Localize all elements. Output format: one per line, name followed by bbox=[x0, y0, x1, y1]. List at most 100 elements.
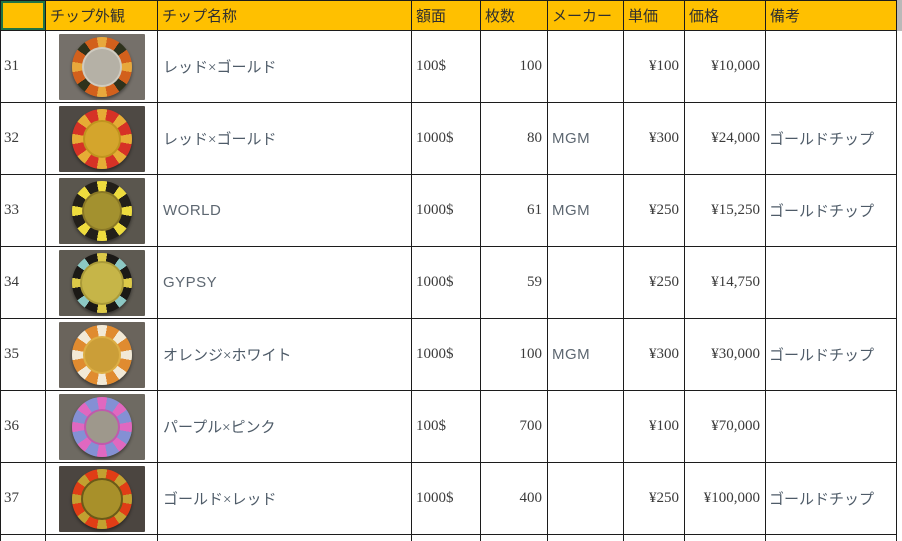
empty-cell[interactable] bbox=[481, 535, 548, 541]
cell-row-number[interactable]: 36 bbox=[1, 391, 46, 463]
chip-photo[interactable] bbox=[58, 393, 145, 460]
cell-count[interactable]: 100 bbox=[481, 319, 548, 391]
cell-chip-name[interactable]: ゴールド×レッド bbox=[158, 463, 412, 535]
cell-price[interactable]: ¥70,000 bbox=[685, 391, 766, 463]
cell-unit-price[interactable]: ¥100 bbox=[624, 31, 685, 103]
cell-price[interactable]: ¥14,750 bbox=[685, 247, 766, 319]
poker-chip-icon bbox=[71, 396, 132, 457]
chip-photo[interactable] bbox=[58, 33, 145, 100]
header-cell-row-number[interactable] bbox=[1, 1, 46, 31]
poker-chip-icon bbox=[71, 36, 132, 97]
empty-cell[interactable] bbox=[548, 535, 624, 541]
header-cell-price[interactable]: 価格 bbox=[685, 1, 766, 31]
chip-photo[interactable] bbox=[58, 249, 145, 316]
cell-row-number[interactable]: 37 bbox=[1, 463, 46, 535]
cell-count[interactable]: 100 bbox=[481, 31, 548, 103]
chip-center bbox=[79, 260, 124, 305]
empty-cell[interactable] bbox=[158, 535, 412, 541]
header-cell-count[interactable]: 枚数 bbox=[481, 1, 548, 31]
cell-count[interactable]: 400 bbox=[481, 463, 548, 535]
chip-photo[interactable] bbox=[58, 105, 145, 172]
cell-note[interactable] bbox=[766, 391, 897, 463]
poker-chip-icon bbox=[71, 180, 132, 241]
header-cell-chip-appearance[interactable]: チップ外観 bbox=[46, 1, 158, 31]
chip-center bbox=[83, 408, 120, 445]
cell-maker[interactable] bbox=[548, 391, 624, 463]
cell-maker[interactable]: MGM bbox=[548, 175, 624, 247]
cell-note[interactable]: ゴールドチップ bbox=[766, 103, 897, 175]
cell-row-number[interactable]: 34 bbox=[1, 247, 46, 319]
cell-note[interactable] bbox=[766, 31, 897, 103]
sheet-edge-strip bbox=[897, 0, 902, 541]
cell-price[interactable]: ¥24,000 bbox=[685, 103, 766, 175]
cell-count[interactable]: 59 bbox=[481, 247, 548, 319]
cell-row-number[interactable]: 33 bbox=[1, 175, 46, 247]
cell-denomination[interactable]: 1000$ bbox=[412, 103, 481, 175]
cell-row-number[interactable]: 32 bbox=[1, 103, 46, 175]
cell-price[interactable]: ¥30,000 bbox=[685, 319, 766, 391]
cell-count[interactable]: 61 bbox=[481, 175, 548, 247]
cell-chip-image[interactable] bbox=[46, 247, 158, 319]
chip-photo[interactable] bbox=[58, 177, 145, 244]
poker-chip-icon bbox=[71, 324, 132, 385]
cell-chip-image[interactable] bbox=[46, 103, 158, 175]
empty-cell[interactable] bbox=[766, 535, 897, 541]
cell-denomination[interactable]: 100$ bbox=[412, 391, 481, 463]
chip-photo[interactable] bbox=[58, 465, 145, 532]
cell-maker[interactable]: MGM bbox=[548, 319, 624, 391]
cell-row-number[interactable]: 31 bbox=[1, 31, 46, 103]
empty-cell[interactable] bbox=[412, 535, 481, 541]
cell-chip-name[interactable]: パープル×ピンク bbox=[158, 391, 412, 463]
empty-cell[interactable] bbox=[1, 535, 46, 541]
cell-chip-image[interactable] bbox=[46, 391, 158, 463]
empty-cell[interactable] bbox=[46, 535, 158, 541]
cell-note[interactable]: ゴールドチップ bbox=[766, 319, 897, 391]
cell-note[interactable]: ゴールドチップ bbox=[766, 175, 897, 247]
cell-unit-price[interactable]: ¥300 bbox=[624, 319, 685, 391]
cell-unit-price[interactable]: ¥250 bbox=[624, 463, 685, 535]
cell-maker[interactable]: MGM bbox=[548, 103, 624, 175]
cell-unit-price[interactable]: ¥300 bbox=[624, 103, 685, 175]
poker-chip-icon bbox=[71, 468, 132, 529]
header-cell-denomination[interactable]: 額面 bbox=[412, 1, 481, 31]
cell-maker[interactable] bbox=[548, 31, 624, 103]
empty-cell[interactable] bbox=[624, 535, 685, 541]
cell-chip-image[interactable] bbox=[46, 31, 158, 103]
cell-denomination[interactable]: 1000$ bbox=[412, 463, 481, 535]
cell-count[interactable]: 700 bbox=[481, 391, 548, 463]
cell-chip-name[interactable]: レッド×ゴールド bbox=[158, 31, 412, 103]
cell-chip-image[interactable] bbox=[46, 319, 158, 391]
cell-chip-name[interactable]: レッド×ゴールド bbox=[158, 103, 412, 175]
cell-price[interactable]: ¥100,000 bbox=[685, 463, 766, 535]
header-cell-maker[interactable]: メーカー bbox=[548, 1, 624, 31]
cell-note[interactable] bbox=[766, 247, 897, 319]
cell-chip-image[interactable] bbox=[46, 463, 158, 535]
cell-chip-name[interactable]: WORLD bbox=[158, 175, 412, 247]
cell-unit-price[interactable]: ¥250 bbox=[624, 247, 685, 319]
empty-cell[interactable] bbox=[685, 535, 766, 541]
cell-price[interactable]: ¥10,000 bbox=[685, 31, 766, 103]
cell-unit-price[interactable]: ¥100 bbox=[624, 391, 685, 463]
cell-row-number[interactable]: 35 bbox=[1, 319, 46, 391]
cell-chip-name[interactable]: オレンジ×ホワイト bbox=[158, 319, 412, 391]
cell-chip-name[interactable]: GYPSY bbox=[158, 247, 412, 319]
cell-denomination[interactable]: 1000$ bbox=[412, 319, 481, 391]
poker-chip-icon bbox=[71, 108, 132, 169]
chip-center bbox=[82, 335, 121, 374]
cell-unit-price[interactable]: ¥250 bbox=[624, 175, 685, 247]
cell-denomination[interactable]: 1000$ bbox=[412, 175, 481, 247]
cell-price[interactable]: ¥15,250 bbox=[685, 175, 766, 247]
chip-photo[interactable] bbox=[58, 321, 145, 388]
cell-denomination[interactable]: 100$ bbox=[412, 31, 481, 103]
header-cell-chip-name[interactable]: チップ名称 bbox=[158, 1, 412, 31]
cell-chip-image[interactable] bbox=[46, 175, 158, 247]
header-cell-note[interactable]: 備考 bbox=[766, 1, 897, 31]
cell-note[interactable]: ゴールドチップ bbox=[766, 463, 897, 535]
header-cell-unit-price[interactable]: 単価 bbox=[624, 1, 685, 31]
cell-maker[interactable] bbox=[548, 247, 624, 319]
cell-maker[interactable] bbox=[548, 463, 624, 535]
cell-count[interactable]: 80 bbox=[481, 103, 548, 175]
cell-denomination[interactable]: 1000$ bbox=[412, 247, 481, 319]
